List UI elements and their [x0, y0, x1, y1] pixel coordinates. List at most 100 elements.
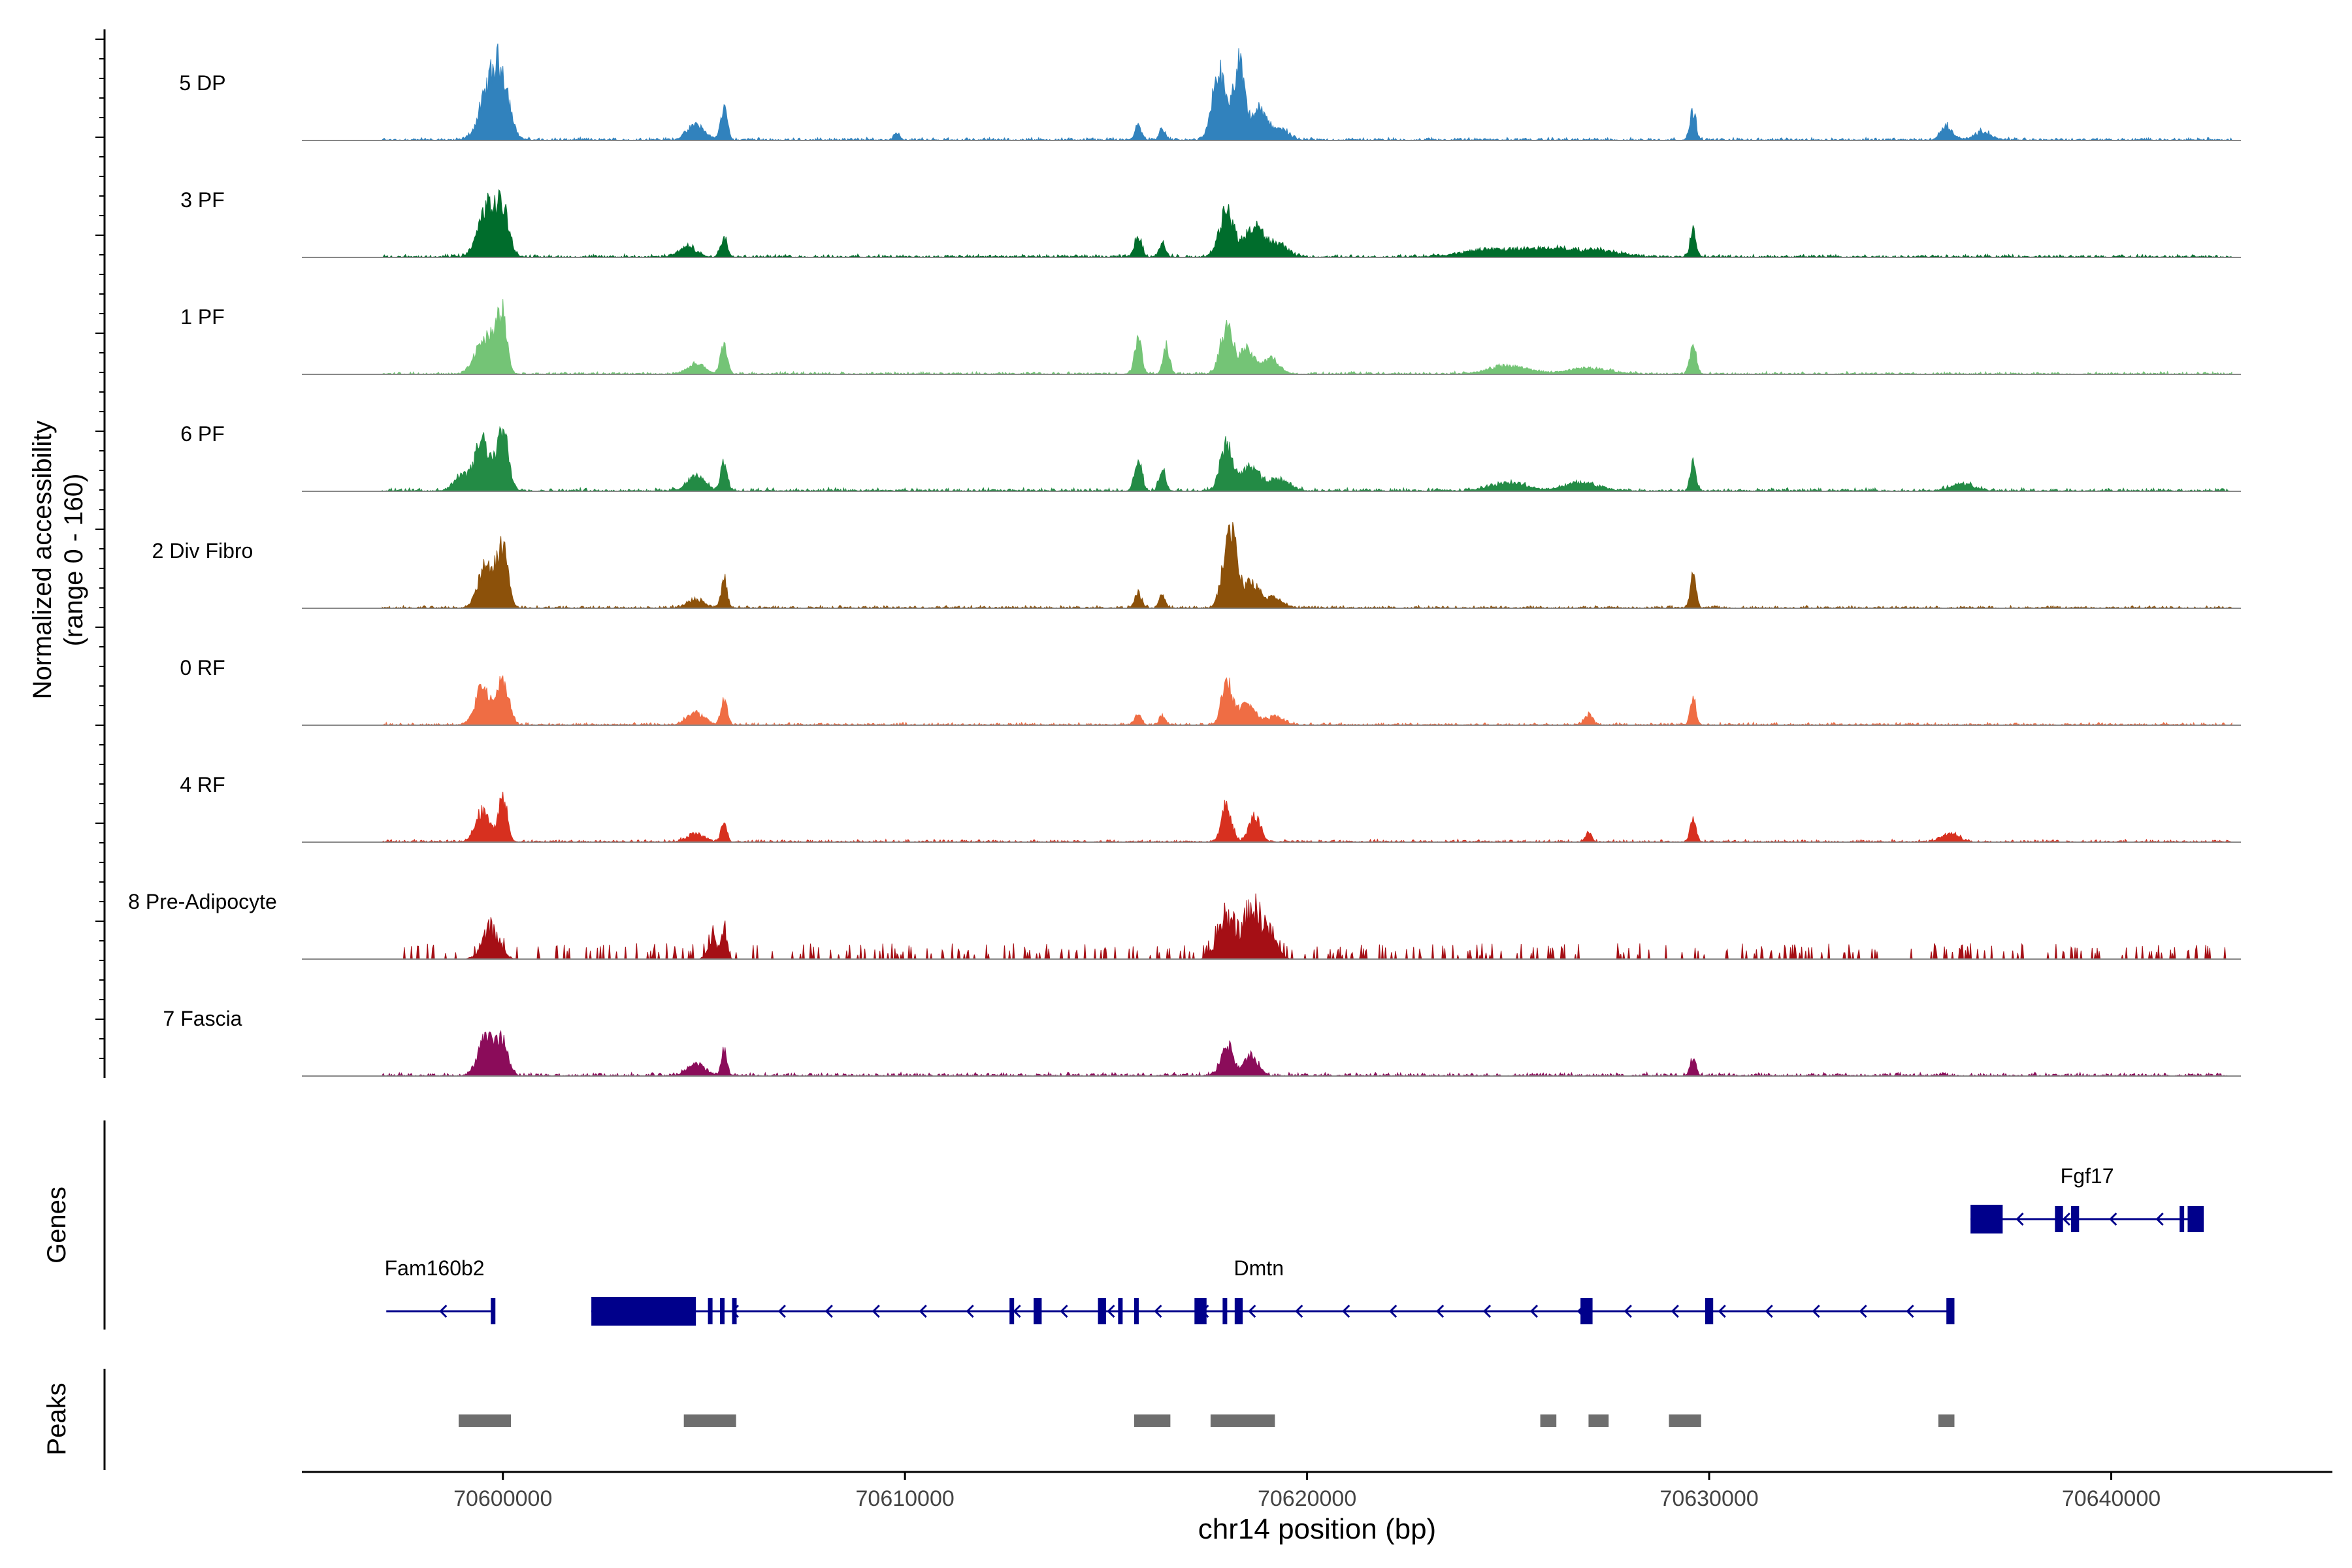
strand-arrow	[919, 1304, 927, 1318]
coverage-area	[382, 43, 2232, 142]
x-tick-label: 70630000	[1659, 1486, 1758, 1511]
track-label: 7 Fascia	[163, 1007, 242, 1030]
gene-exon	[1705, 1298, 1714, 1324]
strand-arrow	[1906, 1304, 1914, 1318]
peak-region	[1134, 1414, 1171, 1427]
strand-arrow	[1624, 1304, 1632, 1318]
strand-arrow	[2109, 1212, 2117, 1226]
gene-exon	[2180, 1206, 2185, 1232]
strand-arrow	[872, 1304, 880, 1318]
strand-arrow	[1389, 1304, 1397, 1318]
track-label: 1 PF	[180, 305, 225, 329]
strand-arrow	[1671, 1304, 1679, 1318]
track-8-pre-adipocyte: 8 Pre-Adipocyte	[128, 890, 2241, 960]
gene-label: Dmtn	[1234, 1256, 1284, 1280]
track-7-fascia: 7 Fascia	[163, 1007, 2241, 1077]
peak-region	[683, 1414, 736, 1427]
track-label: 3 PF	[180, 188, 225, 212]
track-5-dp: 5 DP	[179, 43, 2241, 142]
strand-arrow	[1295, 1304, 1303, 1318]
coverage-area	[382, 791, 2232, 843]
gene-exon	[720, 1298, 725, 1324]
x-axis-label: chr14 position (bp)	[1198, 1513, 1436, 1545]
strand-arrow	[1812, 1304, 1820, 1318]
peak-region	[1588, 1414, 1609, 1427]
peak-regions	[459, 1414, 1955, 1427]
gene-exon	[2070, 1206, 2080, 1232]
gene-exon	[1098, 1298, 1106, 1324]
track-label: 8 Pre-Adipocyte	[128, 890, 277, 913]
gene-exon	[708, 1298, 713, 1324]
x-tick-label: 70600000	[453, 1486, 552, 1511]
gene-exon	[1580, 1298, 1593, 1324]
gene-exon	[1234, 1298, 1243, 1324]
peaks-panel-label: Peaks	[42, 1382, 71, 1455]
coverage-tracks: 5 DP 3 PF 1 PF 6 PF 2 Div Fibro 0 RF 4 RF 8 Pre…	[128, 43, 2241, 1077]
strand-arrow	[1248, 1304, 1256, 1318]
strand-arrow	[825, 1304, 833, 1318]
gene-exon	[1222, 1298, 1228, 1324]
gene-fgf17: Fgf17	[1970, 1164, 2204, 1233]
gene-exon	[732, 1298, 737, 1324]
strand-arrow	[1154, 1304, 1162, 1318]
track-6-pf: 6 PF	[180, 422, 2241, 493]
gene-exon	[1134, 1298, 1139, 1324]
gene-exon	[2055, 1206, 2063, 1232]
strand-arrow	[1013, 1304, 1021, 1318]
y-axis-label-line1: Normalized accessibility	[28, 421, 57, 700]
x-axis-ticks: 70600000 70610000 70620000 70630000 70640000	[453, 1472, 2161, 1511]
genes-panel-label: Genes	[42, 1186, 71, 1264]
track-2-div-fibro: 2 Div Fibro	[152, 522, 2241, 610]
strand-arrow	[1718, 1304, 1726, 1318]
peak-region	[1540, 1414, 1557, 1427]
peak-region	[1938, 1414, 1955, 1427]
track-1-pf: 1 PF	[180, 299, 2241, 376]
strand-arrow	[1482, 1304, 1492, 1318]
gene-exon	[1118, 1298, 1123, 1324]
x-tick-label: 70620000	[1258, 1486, 1356, 1511]
strand-arrow	[1342, 1304, 1350, 1318]
strand-arrow	[1765, 1304, 1773, 1318]
strand-arrow	[1435, 1304, 1445, 1318]
strand-arrow	[1060, 1304, 1068, 1318]
coverage-area	[382, 1030, 2232, 1077]
gene-label: Fam160b2	[385, 1256, 485, 1280]
track-label: 2 Div Fibro	[152, 539, 253, 563]
gene-exon	[1970, 1205, 2003, 1233]
gene-exon	[1034, 1298, 1042, 1324]
strand-arrow	[2016, 1212, 2024, 1226]
strand-arrow	[1107, 1304, 1115, 1318]
gene-exon	[1009, 1298, 1015, 1324]
x-tick-label: 70610000	[856, 1486, 955, 1511]
gene-exon	[491, 1298, 496, 1324]
track-label: 5 DP	[179, 71, 225, 95]
strand-arrow	[966, 1304, 974, 1318]
gene-dmtn: Dmtn	[591, 1256, 1955, 1326]
track-label: 0 RF	[180, 656, 225, 679]
peak-region	[1210, 1414, 1275, 1427]
gene-label: Fgf17	[2061, 1164, 2114, 1188]
track-label: 4 RF	[180, 773, 225, 796]
track-0-rf: 0 RF	[180, 656, 2241, 727]
gene-annotations: Fam160b2 Dmtn Fgf17	[385, 1164, 2204, 1326]
coverage-area	[382, 189, 2232, 259]
coverage-y-axis-ticks	[95, 39, 105, 1059]
track-4-rf: 4 RF	[180, 773, 2241, 843]
track-3-pf: 3 PF	[180, 188, 2241, 259]
gene-exon	[2187, 1206, 2204, 1232]
y-axis-label-line2: (range 0 - 160)	[59, 474, 88, 647]
strand-arrow	[1529, 1304, 1539, 1318]
gene-exon	[591, 1297, 696, 1326]
gene-exon	[1946, 1298, 1955, 1324]
strand-arrow	[777, 1304, 786, 1318]
peak-region	[459, 1414, 512, 1427]
strand-arrow	[2155, 1212, 2164, 1226]
track-label: 6 PF	[180, 422, 225, 446]
gene-exon	[1194, 1298, 1207, 1324]
gene-fam160b2: Fam160b2	[385, 1256, 496, 1324]
strand-arrow	[2062, 1212, 2070, 1226]
strand-arrow	[1859, 1304, 1867, 1318]
peak-region	[1669, 1414, 1701, 1427]
